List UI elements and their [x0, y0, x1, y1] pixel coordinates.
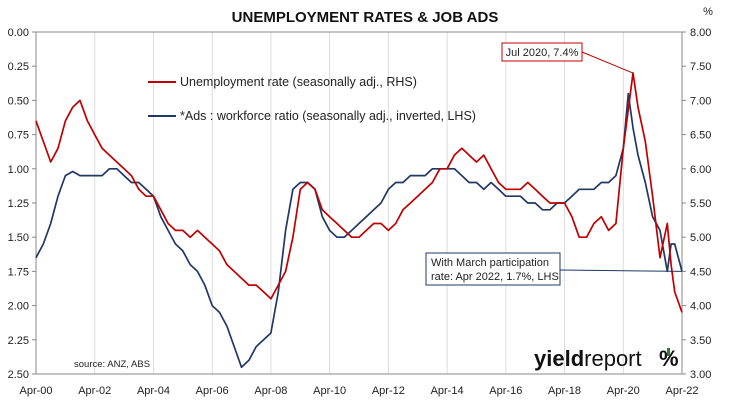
left-tick-label-4: 1.00	[8, 164, 29, 176]
x-tick-label-1: Apr-02	[78, 385, 111, 397]
annotation-jul2020-text: Jul 2020, 7.4%	[506, 47, 579, 59]
left-tick-label-6: 1.50	[8, 232, 29, 244]
left-tick-label-8: 2.00	[8, 301, 29, 313]
left-tick-label-9: 2.25	[8, 335, 29, 347]
x-axis: Apr-00 Apr-02 Apr-04 Apr-06 Apr-08 Apr-10 Apr-…	[19, 385, 698, 397]
right-axis-unit: %	[703, 6, 713, 18]
annotation-jul2020: Jul 2020, 7.4%	[501, 42, 634, 74]
x-tick-label-7: Apr-14	[431, 385, 464, 397]
brand-word2: report	[584, 346, 641, 371]
x-tick-label-8: Apr-16	[489, 385, 522, 397]
right-tick-label-7: 4.50	[690, 266, 711, 278]
right-axis: 8.00 7.50 7.00 6.50 6.00 5.50 5.00 4.50 4.00 3.50…	[682, 27, 711, 381]
annotation-jul2020-leader	[581, 51, 634, 74]
right-tick-label-9: 3.50	[690, 335, 711, 347]
legend-label-ads: *Ads : workforce ratio (seasonally adj.,…	[180, 109, 476, 123]
brand-percent-icon: %	[659, 346, 679, 371]
legend-label-unemployment: Unemployment rate (seasonally adj., RHS)	[180, 75, 417, 89]
right-tick-label-8: 4.00	[690, 301, 711, 313]
right-tick-label-1: 7.50	[690, 61, 711, 73]
annotation-march-line1: With March participation	[431, 257, 549, 269]
annotation-march-leader	[559, 269, 683, 272]
left-tick-label-0: 0.00	[8, 27, 29, 39]
right-tick-label-3: 6.50	[690, 130, 711, 142]
left-tick-label-10: 2.50	[8, 369, 29, 381]
left-tick-label-5: 1.25	[8, 198, 29, 210]
x-tick-label-11: Apr-22	[665, 385, 698, 397]
right-tick-label-5: 5.50	[690, 198, 711, 210]
right-tick-label-6: 5.00	[690, 232, 711, 244]
brand-accent-icon	[667, 348, 670, 356]
x-tick-label-9: Apr-18	[548, 385, 581, 397]
brand-text: yieldreport	[534, 346, 642, 371]
x-tick-label-0: Apr-00	[19, 385, 52, 397]
series-line-unemployment	[35, 72, 683, 313]
x-tick-label-5: Apr-10	[313, 385, 346, 397]
chart-title: UNEMPLOYMENT RATES & JOB ADS	[232, 9, 499, 26]
left-tick-label-7: 1.75	[8, 266, 29, 278]
yieldreport-logo: yieldreport %	[534, 346, 679, 371]
series-layer	[35, 72, 683, 369]
x-tick-label-4: Apr-08	[254, 385, 287, 397]
annotation-march-line2: rate: Apr 2022, 1.7%, LHS	[431, 271, 559, 283]
left-tick-label-2: 0.50	[8, 95, 29, 107]
right-tick-label-0: 8.00	[690, 27, 711, 39]
annotation-march: With March participation rate: Apr 2022,…	[425, 252, 683, 286]
series-line-ads	[35, 92, 683, 369]
right-tick-label-2: 7.00	[690, 95, 711, 107]
legend: Unemployment rate (seasonally adj., RHS)…	[148, 75, 476, 123]
x-tick-label-2: Apr-04	[137, 385, 170, 397]
source-note: source: ANZ, ABS	[74, 359, 150, 370]
right-tick-label-4: 6.00	[690, 164, 711, 176]
x-tick-label-6: Apr-12	[372, 385, 405, 397]
x-tick-label-10: Apr-20	[607, 385, 640, 397]
left-axis: 0.00 0.25 0.50 0.75 1.00 1.25 1.50 1.75 2.00 2.25…	[8, 27, 36, 381]
x-tick-label-3: Apr-06	[196, 385, 229, 397]
left-tick-label-3: 0.75	[8, 130, 29, 142]
left-tick-label-1: 0.25	[8, 61, 29, 73]
annotation-march-box	[425, 252, 561, 286]
right-tick-label-10: 3.00	[690, 369, 711, 381]
brand-word1: yield	[534, 346, 584, 371]
